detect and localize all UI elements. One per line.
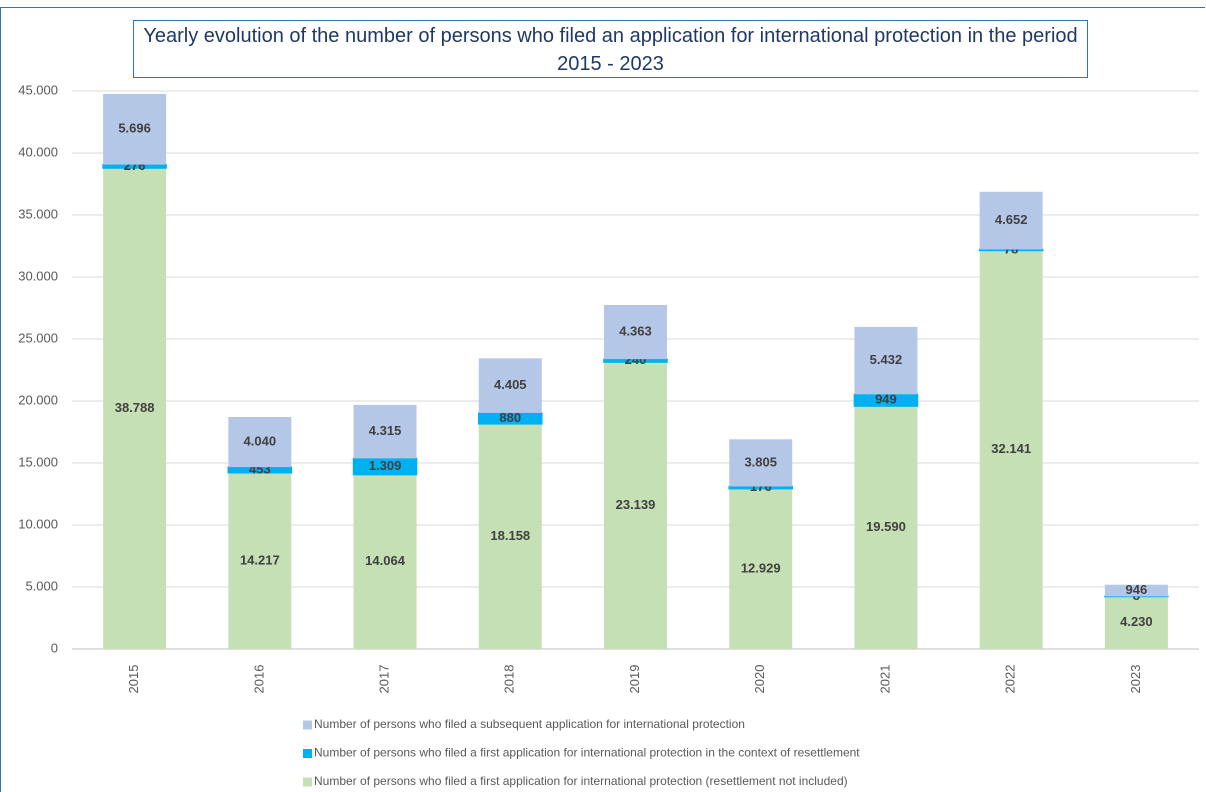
- y-tick-label: 20.000: [18, 392, 58, 407]
- bar-segment: [228, 416, 292, 468]
- chart-title: Yearly evolution of the number of person…: [133, 20, 1088, 78]
- data-label: 12.929: [741, 560, 781, 575]
- x-tick-label: 2023: [1128, 665, 1143, 694]
- bar-segment: [478, 423, 542, 649]
- y-tick-label: 35.000: [18, 206, 58, 221]
- data-label: 5.696: [118, 121, 151, 136]
- data-label: 4.652: [995, 212, 1028, 227]
- bar-segment: [604, 362, 667, 649]
- y-tick-label: 15.000: [18, 454, 58, 469]
- x-tick-label: 2021: [877, 665, 892, 694]
- data-label: 14.217: [240, 552, 280, 567]
- data-label: 4.315: [369, 423, 402, 438]
- data-label: 3.805: [744, 454, 777, 469]
- data-label: 18.158: [490, 528, 530, 543]
- data-label: 880: [499, 410, 521, 425]
- bar-segment: [103, 93, 167, 165]
- y-tick-label: 10.000: [18, 516, 58, 531]
- bar-segment: [979, 191, 1043, 250]
- y-tick-label: 0: [51, 640, 58, 655]
- bar-segment: [854, 406, 918, 649]
- legend-swatch: [303, 777, 312, 787]
- x-tick-label: 2015: [126, 665, 141, 694]
- data-label: 4.040: [244, 433, 277, 448]
- y-tick-label: 40.000: [18, 144, 58, 159]
- bar-segment: [228, 472, 292, 649]
- data-label: 5.432: [870, 352, 903, 367]
- data-label: 19.590: [866, 519, 906, 534]
- data-label: 14.064: [365, 553, 406, 568]
- frame: [0, 7, 1205, 792]
- legend-label: Number of persons who filed a first appl…: [314, 746, 860, 760]
- bar-segment: [353, 474, 417, 649]
- x-tick-label: 2022: [1003, 665, 1018, 694]
- data-label: 23.139: [616, 497, 656, 512]
- data-label: 4.405: [494, 377, 527, 392]
- y-tick-label: 25.000: [18, 330, 58, 345]
- bar-segment: [979, 250, 1043, 649]
- data-label: 946: [1126, 582, 1148, 597]
- x-tick-label: 2017: [376, 665, 391, 694]
- x-tick-label: 2018: [502, 665, 517, 694]
- legend-swatch: [303, 720, 312, 730]
- data-label: 949: [875, 392, 897, 407]
- data-label: 4.363: [619, 323, 652, 338]
- y-tick-label: 30.000: [18, 268, 58, 283]
- bar-segment: [1104, 596, 1168, 649]
- y-tick-label: 45.000: [18, 82, 58, 97]
- data-label: 1.309: [369, 458, 402, 473]
- x-tick-label: 2020: [752, 665, 767, 694]
- data-label: 4.230: [1120, 614, 1153, 629]
- bar-segment: [604, 304, 667, 360]
- data-label: 32.141: [991, 441, 1031, 456]
- bar-segment: [1104, 584, 1168, 597]
- y-tick-label: 5.000: [25, 578, 58, 593]
- bar-segment: [353, 404, 417, 459]
- legend-label: Number of persons who filed a first appl…: [314, 774, 848, 788]
- legend-swatch: [303, 749, 312, 758]
- bar-segment: [729, 439, 793, 487]
- bar-segment: [103, 168, 167, 649]
- bar-segment: [729, 488, 793, 649]
- x-tick-label: 2016: [251, 665, 266, 694]
- bar-segment: [854, 326, 918, 395]
- legend-label: Number of persons who filed a subsequent…: [314, 717, 745, 731]
- data-label: 38.788: [115, 400, 155, 415]
- bar-segment: [478, 358, 542, 413]
- x-tick-label: 2019: [627, 665, 642, 694]
